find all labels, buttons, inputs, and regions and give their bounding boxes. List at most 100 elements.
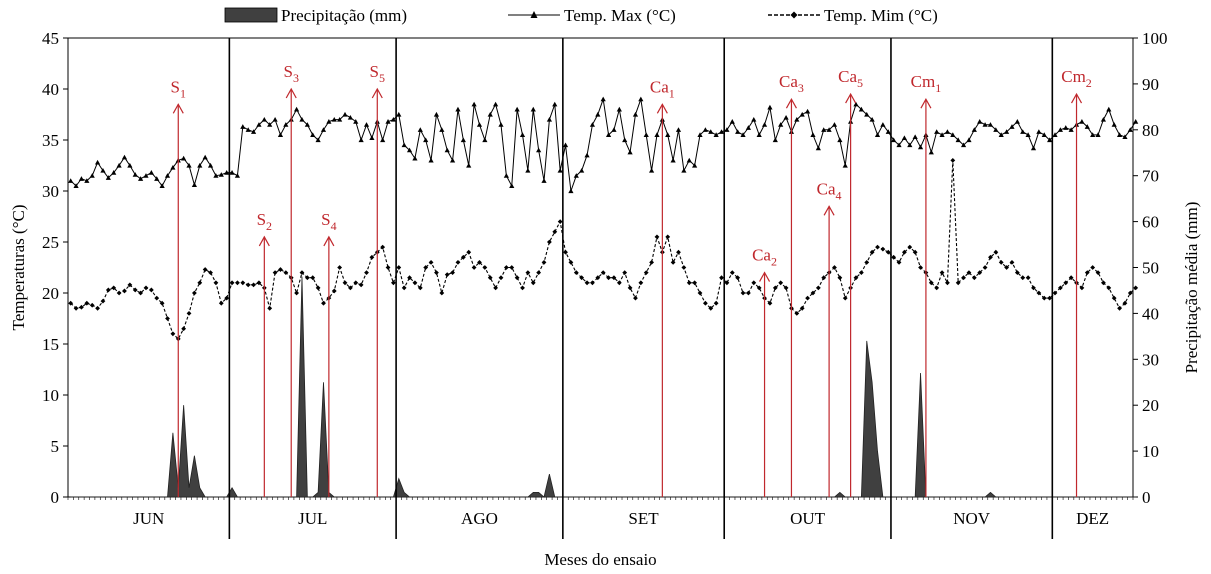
temp-max-point (874, 132, 881, 137)
temp-min-point (821, 275, 827, 281)
left-tick-label: 0 (51, 488, 60, 507)
temp-max-point (218, 172, 224, 177)
temp-min-point (1122, 300, 1128, 306)
temp-min-point (229, 280, 235, 286)
temp-min-point (842, 295, 848, 301)
temp-max-point (826, 127, 832, 132)
temp-max-point (207, 162, 214, 168)
temp-max-point (589, 122, 596, 127)
temp-min-point (955, 280, 961, 286)
temp-max-point (89, 173, 95, 178)
right-tick-label: 0 (1142, 488, 1151, 507)
temp-min-point (224, 295, 230, 301)
temp-max-point (934, 129, 940, 134)
temp-min-point (235, 280, 240, 286)
temp-max-point (724, 127, 730, 132)
temp-max-point (401, 142, 407, 148)
temp-max-point (1111, 122, 1117, 127)
temp-max-point (837, 137, 843, 143)
temp-min-point (939, 270, 945, 275)
temp-max-point (966, 137, 972, 143)
temp-min-point (455, 260, 461, 265)
temp-max-point (525, 168, 531, 173)
temp-max-point (406, 147, 413, 153)
temp-min-point (654, 234, 660, 240)
temp-min-point (971, 275, 977, 281)
temp-min-point (1025, 275, 1031, 281)
temp-min-point (84, 300, 90, 306)
temp-min-point (622, 270, 628, 275)
temp-min-point (401, 285, 407, 291)
temp-min-point (993, 249, 999, 255)
temp-max-point (767, 104, 773, 110)
temp-min-point (385, 265, 391, 270)
annotation-arrowhead (759, 271, 771, 282)
temp-max-point (1095, 132, 1101, 137)
temp-max-point (503, 173, 509, 178)
temp-max-point (476, 122, 483, 127)
temp-min-point (477, 260, 482, 265)
temp-min-point (428, 260, 434, 265)
temp-min-point (396, 265, 402, 270)
temp-min-point (283, 270, 289, 275)
temp-min-point (278, 267, 283, 272)
temp-max-point (369, 135, 375, 141)
temp-min-point (912, 249, 918, 255)
temp-min-point (407, 275, 412, 281)
right-tick-label: 10 (1142, 442, 1159, 461)
annotation-arrowhead (785, 97, 797, 109)
temp-max-point (541, 178, 547, 183)
temp-min-point (832, 265, 837, 270)
temp-max-point (858, 106, 864, 112)
temp-min-point (794, 311, 800, 316)
right-tick-label: 100 (1142, 29, 1168, 48)
temp-min-point (111, 285, 117, 291)
temp-max-point (342, 111, 348, 117)
legend-precipitation-label: Precipitação (mm) (281, 6, 407, 25)
temp-max-point (864, 111, 870, 117)
temp-min-point (1004, 265, 1009, 270)
annotation-label: S1 (171, 77, 186, 100)
temp-max-point (412, 155, 418, 161)
temp-max-point (417, 127, 423, 132)
temp-min-point (982, 265, 988, 270)
temp-max-point (821, 127, 827, 132)
temp-max-point (901, 135, 908, 141)
temp-max-point (831, 122, 838, 127)
left-tick-label: 20 (42, 284, 59, 303)
temp-min-point (493, 285, 499, 291)
temp-max-point (433, 111, 440, 117)
temp-max-point (708, 129, 714, 134)
temp-max-point (1003, 129, 1010, 134)
temp-max-point (138, 176, 144, 181)
temp-max-point (519, 132, 526, 137)
precipitation-area (70, 276, 1136, 498)
temp-min-point (799, 305, 805, 311)
temp-max-point (928, 149, 934, 155)
temp-max-point (740, 132, 746, 137)
temp-min-point (105, 287, 111, 293)
left-tick-label: 5 (51, 437, 60, 456)
temp-max-point (772, 137, 778, 143)
right-tick-label: 40 (1142, 304, 1159, 323)
temp-min-point (665, 234, 671, 240)
temp-max-point (1084, 124, 1090, 129)
temp-min-point (783, 285, 789, 291)
temp-min-point (337, 265, 343, 270)
temp-max-point (993, 127, 999, 132)
temp-min-point (616, 280, 622, 286)
temp-min-point (638, 280, 644, 286)
temp-min-point (563, 249, 568, 255)
right-tick-label: 50 (1142, 259, 1159, 278)
annotation-label: Cm1 (911, 72, 942, 95)
temp-max-point (105, 175, 111, 180)
temp-max-point (950, 132, 956, 137)
temp-max-point (78, 176, 85, 181)
temp-min-point (122, 288, 127, 294)
x-axis-title: Meses do ensaio (544, 550, 656, 569)
temp-max-point (444, 147, 450, 153)
temp-max-point (557, 168, 563, 173)
temp-min-point (600, 270, 606, 275)
temp-max-point (1009, 124, 1015, 129)
temp-min-point (945, 280, 950, 286)
